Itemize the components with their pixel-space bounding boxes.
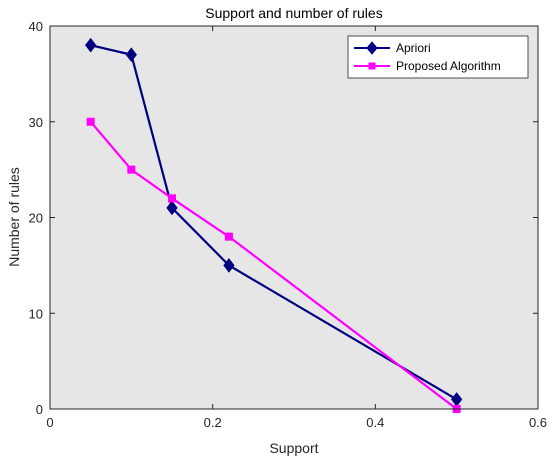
y-tick-label: 0 bbox=[36, 402, 43, 417]
data-point-apriori bbox=[85, 37, 97, 53]
legend-marker-proposed bbox=[368, 62, 376, 70]
data-point-apriori bbox=[166, 200, 178, 216]
ticks-layer: 0 0.2 0.4 0.6 0 10 20 30 40 bbox=[29, 19, 548, 430]
data-point-apriori bbox=[125, 47, 137, 63]
legend-marker-apriori bbox=[366, 41, 378, 55]
y-axis-label: Number of rules bbox=[6, 167, 22, 267]
series-layer bbox=[85, 37, 463, 413]
data-point-proposed bbox=[127, 165, 136, 174]
chart-title: Support and number of rules bbox=[205, 5, 382, 21]
legend-box bbox=[347, 35, 529, 79]
data-point-proposed bbox=[86, 117, 95, 126]
x-tick-label: 0.6 bbox=[529, 415, 547, 430]
x-tick-label: 0.4 bbox=[366, 415, 384, 430]
legend: Apriori Proposed Algorithm bbox=[347, 35, 529, 79]
y-tick-label: 10 bbox=[29, 306, 43, 321]
legend-label-proposed: Proposed Algorithm bbox=[396, 59, 501, 73]
x-axis-label: Support bbox=[269, 440, 318, 456]
y-tick-label: 30 bbox=[29, 115, 43, 130]
x-tick-label: 0 bbox=[46, 415, 53, 430]
data-point-proposed bbox=[224, 232, 233, 241]
y-tick-label: 40 bbox=[29, 19, 43, 34]
data-point-apriori bbox=[223, 258, 235, 273]
plot-area bbox=[50, 26, 538, 409]
y-tick-label: 20 bbox=[29, 211, 43, 226]
legend-label-apriori: Apriori bbox=[396, 41, 431, 55]
data-point-proposed bbox=[168, 194, 176, 203]
x-tick-label: 0.2 bbox=[204, 415, 222, 430]
